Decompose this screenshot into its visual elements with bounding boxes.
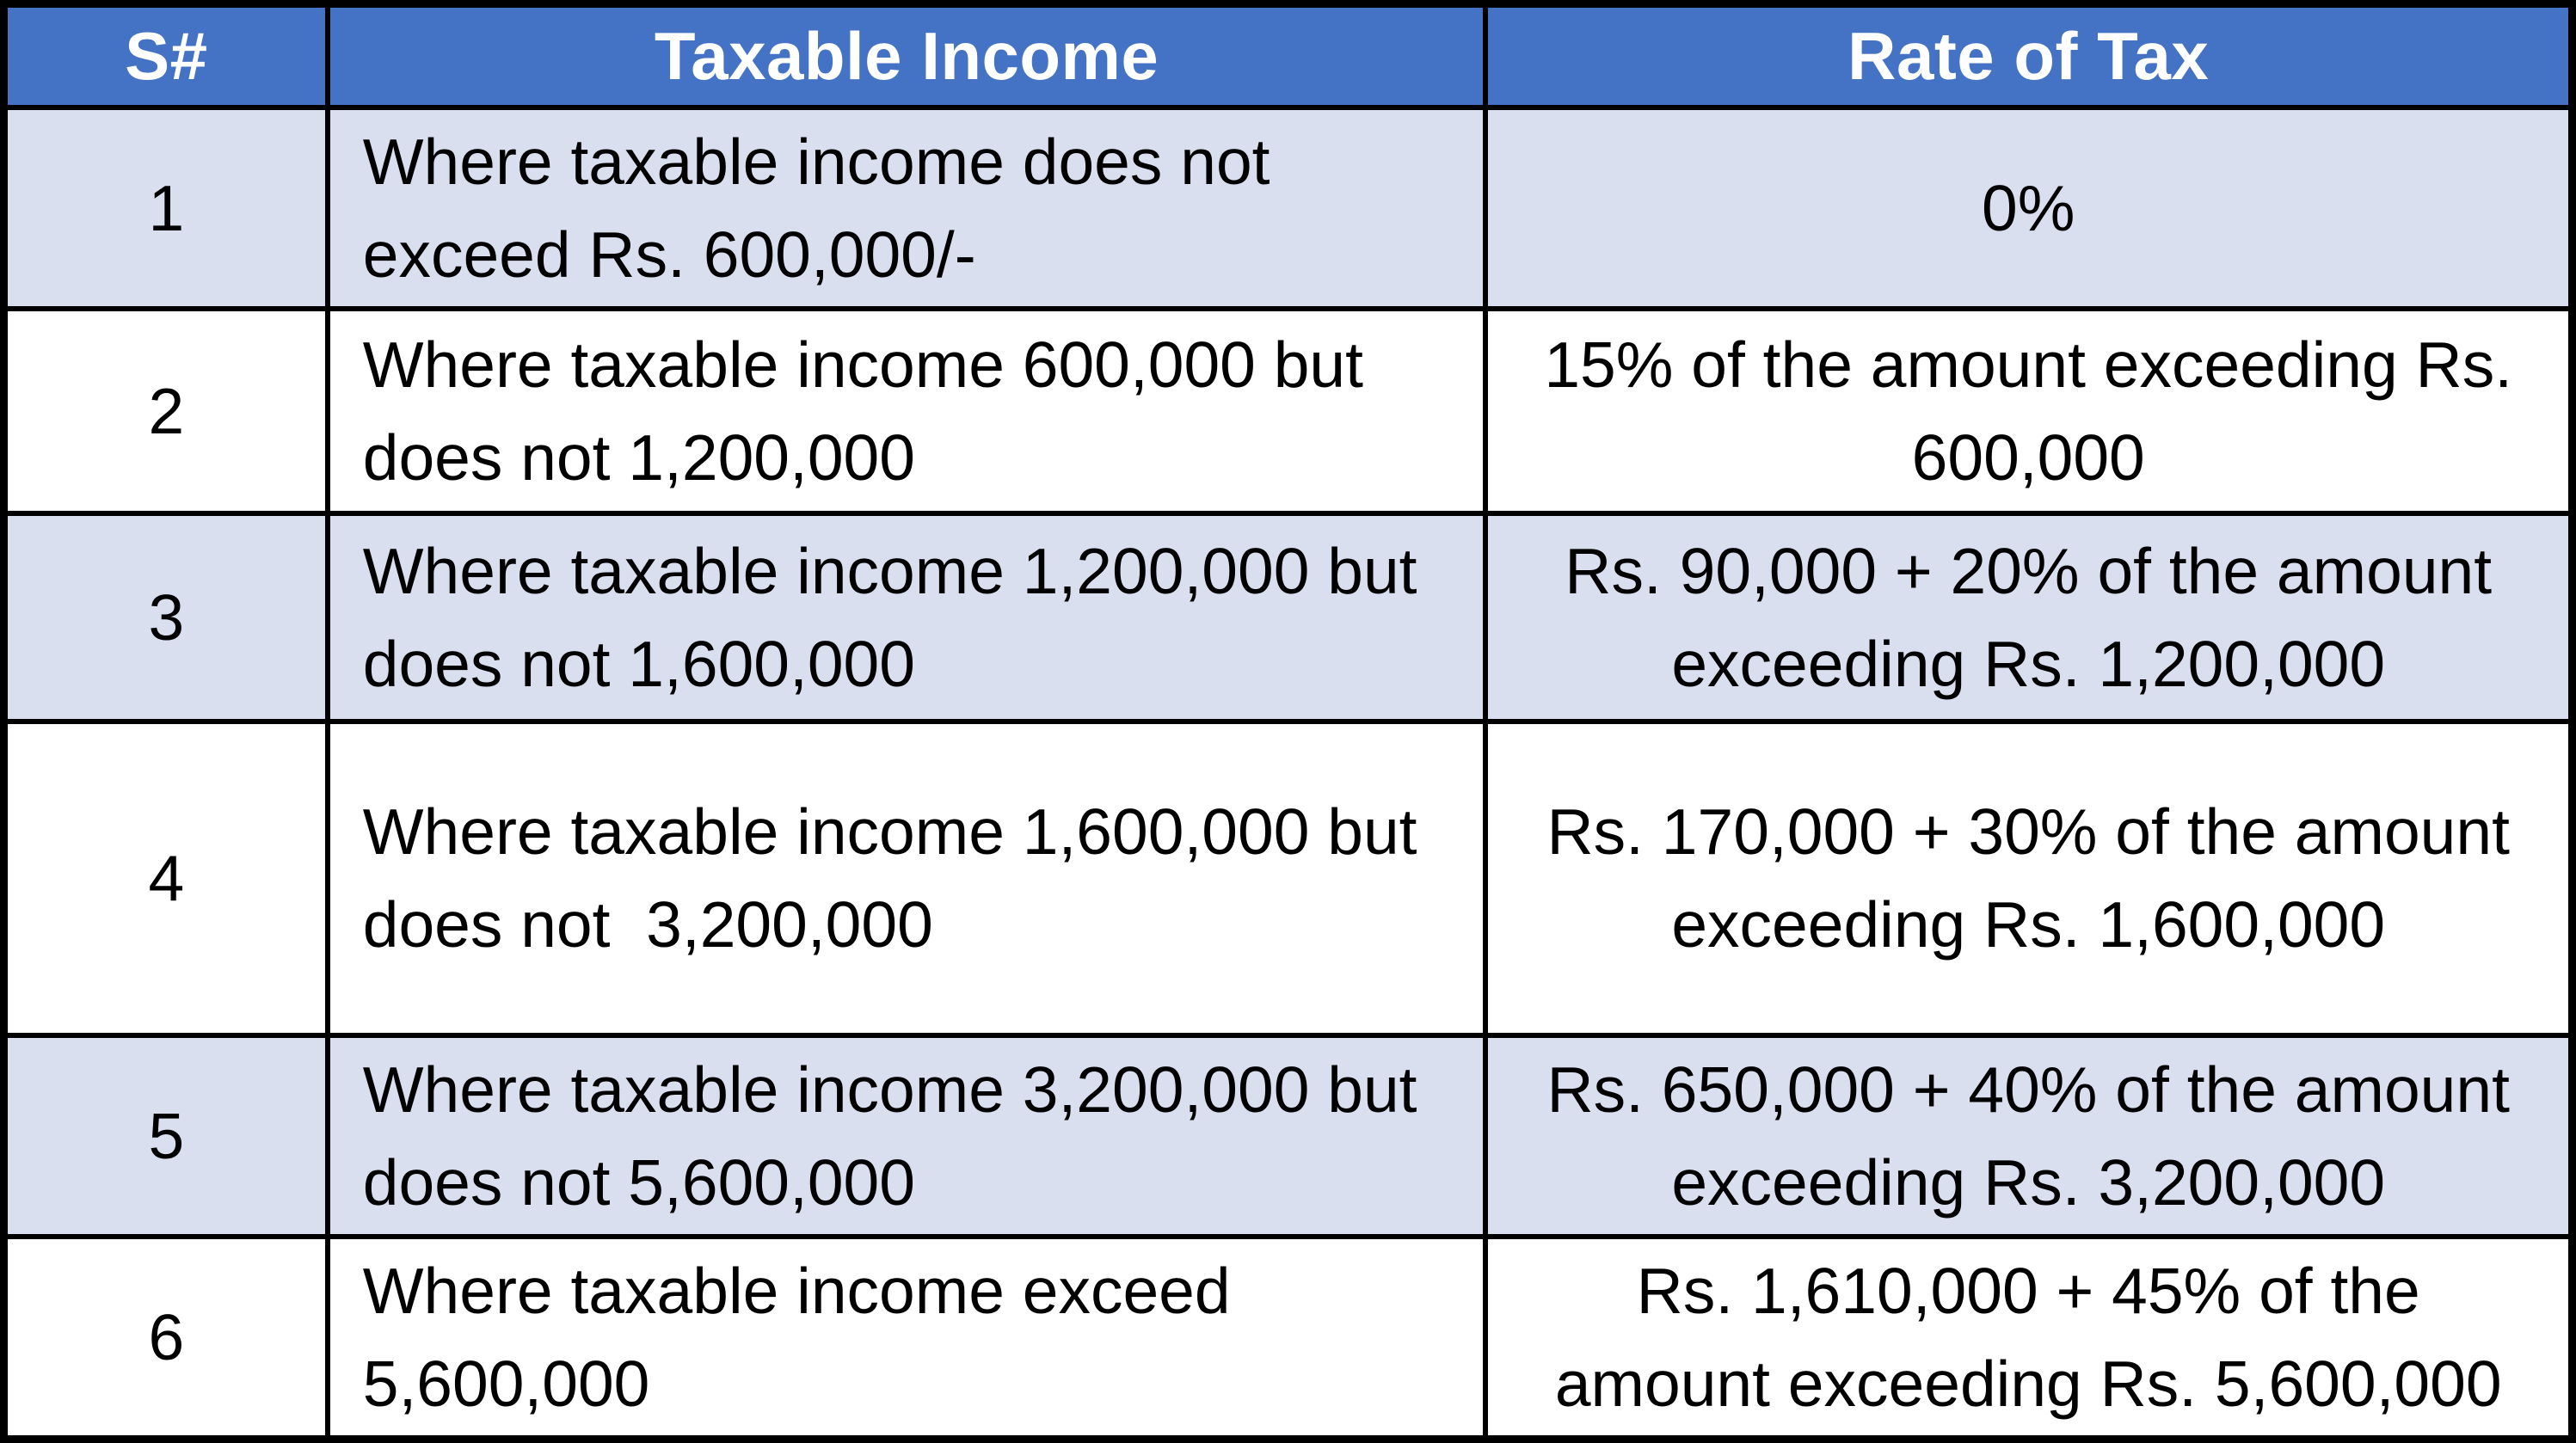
cell-rate: Rs. 1,610,000 + 45% of the amount exceed… xyxy=(1483,1233,2575,1441)
cell-rate: Rs. 90,000 + 20% of the amount exceeding… xyxy=(1483,510,2575,724)
column-header-sno: S# xyxy=(1,1,330,110)
cell-sno: 5 xyxy=(1,1032,330,1239)
cell-income: Where taxable income 600,000 but does no… xyxy=(324,305,1489,516)
cell-sno: 4 xyxy=(1,718,330,1038)
cell-income: Where taxable income 1,600,000 but does … xyxy=(324,718,1489,1038)
cell-rate: Rs. 170,000 + 30% of the amount exceedin… xyxy=(1483,718,2575,1038)
table-row: 1 Where taxable income does not exceed R… xyxy=(1,104,2575,311)
table-row: 4 Where taxable income 1,600,000 but doe… xyxy=(1,718,2575,1038)
cell-rate: 0% xyxy=(1483,104,2575,311)
cell-rate: Rs. 650,000 + 40% of the amount exceedin… xyxy=(1483,1032,2575,1239)
cell-rate: 15% of the amount exceeding Rs. 600,000 xyxy=(1483,305,2575,516)
cell-income: Where taxable income 1,200,000 but does … xyxy=(324,510,1489,724)
cell-sno: 6 xyxy=(1,1233,330,1441)
column-header-rate: Rate of Tax xyxy=(1483,1,2575,110)
column-header-income: Taxable Income xyxy=(324,1,1489,110)
table-row: 6 Where taxable income exceed 5,600,000 … xyxy=(1,1233,2575,1441)
cell-income: Where taxable income exceed 5,600,000 xyxy=(324,1233,1489,1441)
cell-sno: 2 xyxy=(1,305,330,516)
table-row: 5 Where taxable income 3,200,000 but doe… xyxy=(1,1032,2575,1239)
table-row: 3 Where taxable income 1,200,000 but doe… xyxy=(1,510,2575,724)
header-row: S# Taxable Income Rate of Tax xyxy=(1,1,2575,110)
cell-income: Where taxable income 3,200,000 but does … xyxy=(324,1032,1489,1239)
cell-sno: 1 xyxy=(1,104,330,311)
table-row: 2 Where taxable income 600,000 but does … xyxy=(1,305,2575,516)
cell-income: Where taxable income does not exceed Rs.… xyxy=(324,104,1489,311)
cell-sno: 3 xyxy=(1,510,330,724)
